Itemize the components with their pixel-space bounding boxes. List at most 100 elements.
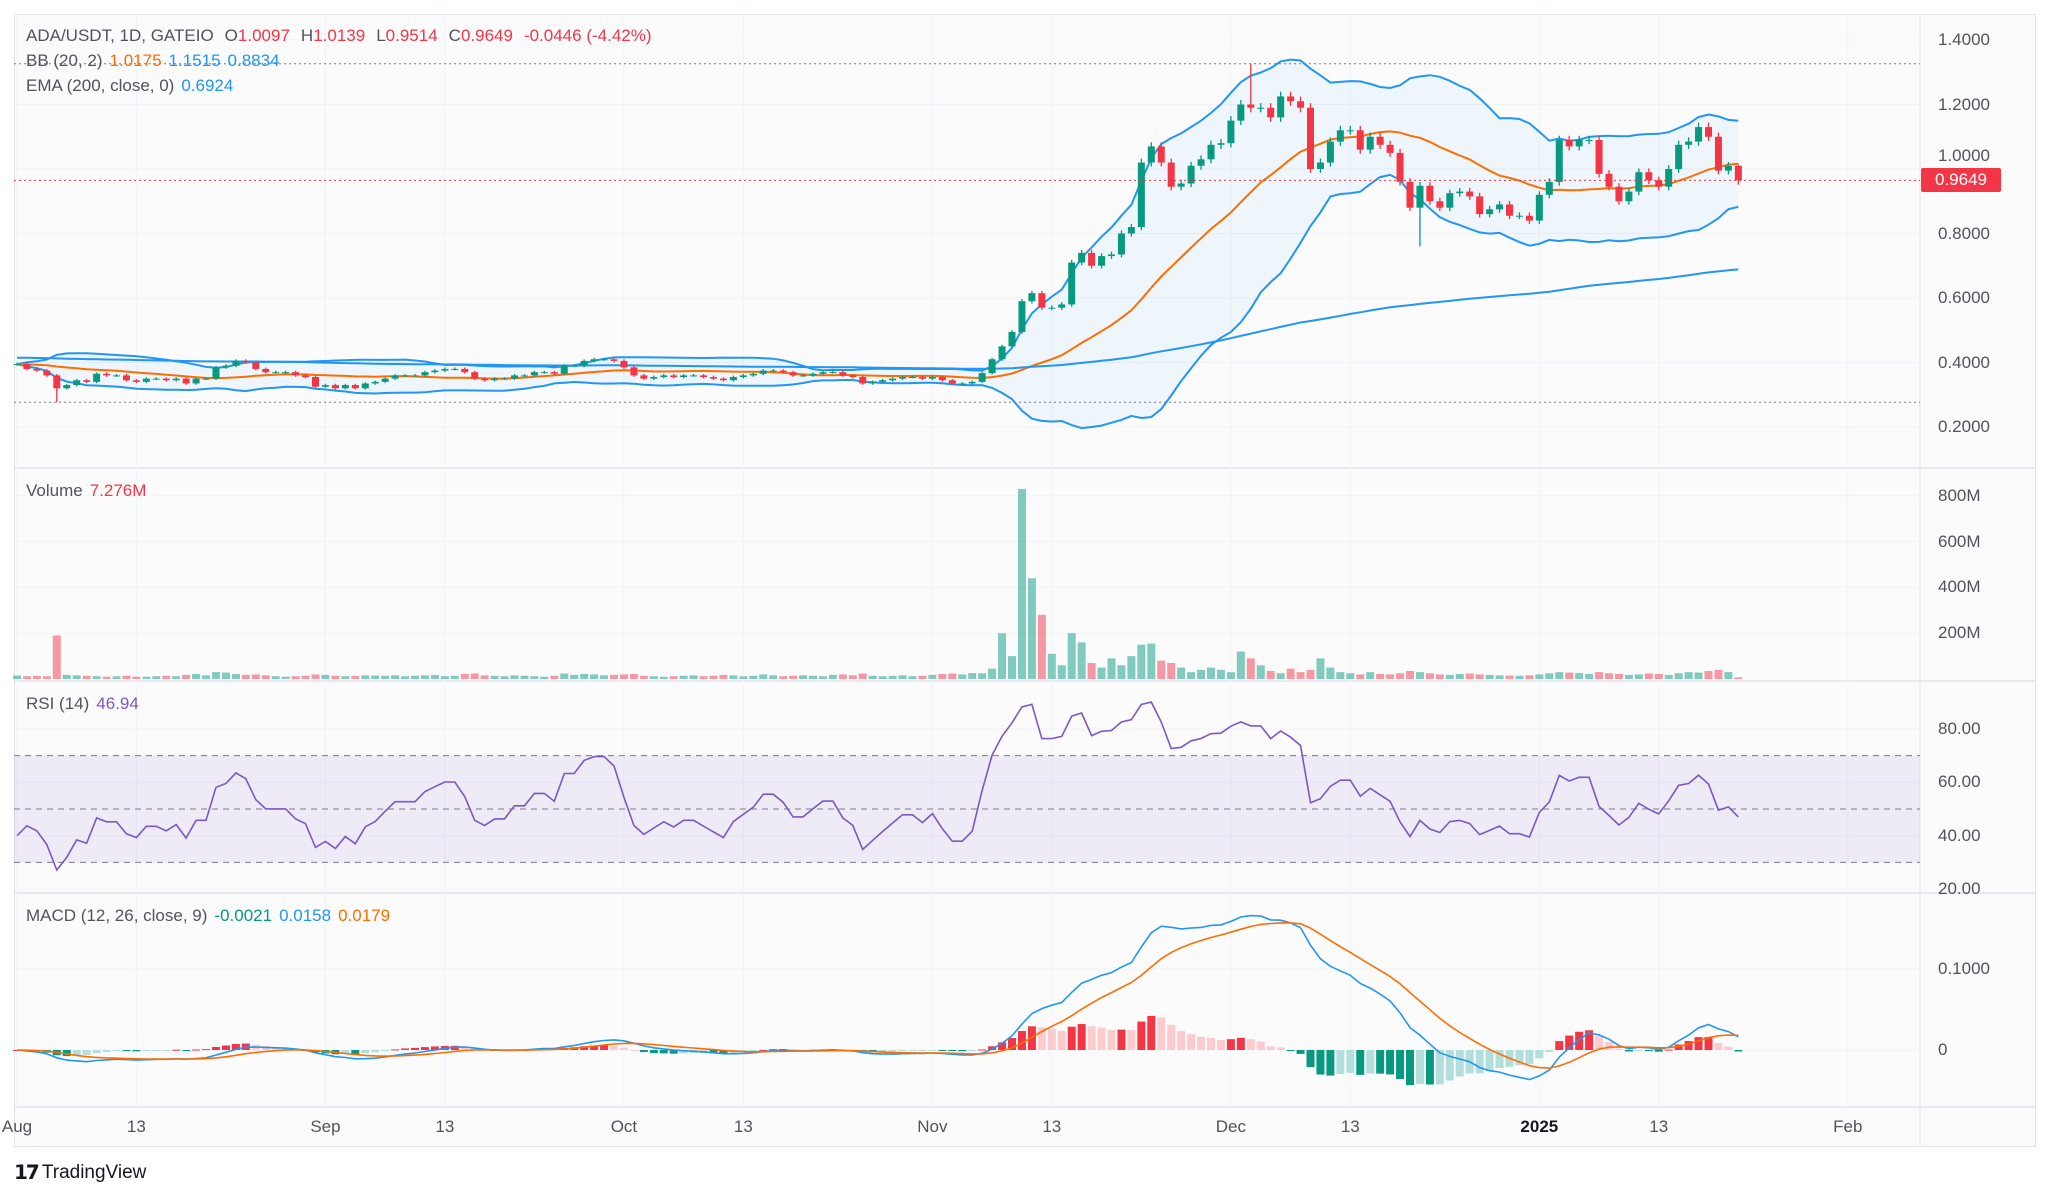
- volume-bar: [1614, 673, 1623, 679]
- candle-body: [1635, 172, 1643, 192]
- candle-body: [1575, 139, 1583, 147]
- volume-bar: [1216, 669, 1225, 679]
- macd-histogram-bar: [1435, 1050, 1444, 1085]
- macd-histogram-bar: [430, 1046, 439, 1050]
- candle-body: [958, 383, 966, 385]
- macd-histogram-bar: [958, 1050, 967, 1052]
- volume-bar: [948, 673, 957, 679]
- volume-bar: [1117, 665, 1126, 679]
- candle-body: [859, 377, 867, 384]
- candle-body: [1515, 215, 1523, 217]
- macd-histogram-bar: [162, 1050, 171, 1051]
- volume-tick-label: 400M: [1938, 577, 1981, 597]
- candle-body: [1685, 141, 1693, 145]
- macd-histogram-bar: [779, 1048, 788, 1050]
- candle-body: [1108, 254, 1115, 257]
- volume-bar: [779, 676, 788, 679]
- volume-bar: [749, 675, 758, 679]
- volume-bar: [1595, 672, 1604, 679]
- volume-bar: [838, 674, 847, 679]
- macd-tick-label: 0.1000: [1938, 959, 1990, 978]
- macd-histogram-bar: [1445, 1050, 1454, 1081]
- candle-body: [660, 375, 668, 378]
- rsi-tick-label: 40.00: [1938, 825, 1981, 845]
- macd-histogram-bar: [600, 1045, 609, 1050]
- macd-histogram-bar: [938, 1050, 947, 1051]
- chart-canvas[interactable]: [0, 0, 2036, 1147]
- volume-bar: [799, 675, 808, 679]
- candle-body: [33, 368, 41, 371]
- volume-bar: [351, 675, 360, 679]
- volume-bar: [868, 675, 877, 679]
- candle-body: [1346, 130, 1354, 132]
- macd-histogram-bar: [948, 1050, 957, 1051]
- candle-body: [1137, 162, 1145, 228]
- volume-legend[interactable]: Volume 7.276M: [26, 481, 153, 501]
- volume-bar: [1664, 674, 1673, 679]
- candle-body: [1237, 104, 1245, 121]
- macd-histogram-bar: [629, 1049, 638, 1051]
- volume-bar: [500, 676, 509, 679]
- rsi-value: 46.94: [96, 694, 139, 713]
- brand-logo[interactable]: 𝟭𝟳 TradingView: [14, 1160, 146, 1185]
- volume-bar: [231, 673, 240, 679]
- volume-bar: [470, 673, 479, 679]
- candle-body: [351, 385, 359, 389]
- candle-body: [1058, 304, 1066, 308]
- candle-body: [1187, 165, 1195, 184]
- candle-body: [1088, 252, 1096, 266]
- bb-legend[interactable]: BB (20, 2) 1.0175 1.1515 0.8834: [26, 51, 287, 71]
- macd-histogram-bar: [1236, 1037, 1245, 1050]
- macd-histogram-bar: [102, 1050, 111, 1052]
- volume-bar: [1087, 662, 1096, 679]
- macd-histogram-bar: [371, 1050, 380, 1053]
- volume-bar: [709, 675, 718, 679]
- macd-histogram-bar: [1366, 1050, 1375, 1074]
- symbol-title[interactable]: ADA/USDT, 1D, GATEIO: [26, 26, 214, 45]
- candle-body: [481, 378, 489, 381]
- candle-body: [650, 377, 658, 379]
- volume-bar: [1017, 488, 1026, 679]
- candle-body: [1018, 301, 1026, 332]
- candle-body: [152, 378, 160, 380]
- candle-body: [1247, 104, 1255, 108]
- candle-body: [192, 378, 200, 384]
- macd-histogram-bar: [1455, 1050, 1464, 1077]
- macd-tick-label: 0: [1938, 1040, 1948, 1059]
- macd-histogram-bar: [1167, 1024, 1176, 1050]
- candle-body: [948, 380, 956, 384]
- volume-bar: [1605, 673, 1613, 679]
- macd-histogram-bar: [1087, 1026, 1096, 1050]
- macd-histogram-bar: [1077, 1024, 1086, 1050]
- candle-body: [321, 385, 329, 387]
- candle-body: [988, 359, 996, 374]
- candle-body: [1436, 201, 1444, 208]
- chart-container[interactable]: ADA/USDT, 1D, GATEIO O1.0097 H1.0139 L0.951…: [0, 0, 2036, 1147]
- time-tick-label: 13: [126, 1117, 146, 1136]
- ema-legend[interactable]: EMA (200, close, 0) 0.6924: [26, 76, 240, 96]
- candle-body: [610, 359, 618, 361]
- candle-body: [451, 368, 459, 370]
- volume-bar: [1077, 642, 1086, 679]
- macd-histogram-bar: [1555, 1041, 1564, 1050]
- candle-body: [212, 367, 220, 379]
- volume-bar: [1545, 673, 1554, 679]
- volume-bar: [888, 675, 897, 679]
- price-tick-label: 0.6000: [1938, 288, 1990, 307]
- volume-bar: [251, 674, 260, 679]
- candle-body: [371, 381, 379, 384]
- macd-legend[interactable]: MACD (12, 26, close, 9) -0.0021 0.0158 0.01…: [26, 906, 397, 926]
- macd-histogram-bar: [978, 1049, 987, 1051]
- volume-bar: [1425, 673, 1434, 679]
- candle-body: [242, 360, 250, 363]
- volume-bar: [1107, 658, 1116, 679]
- macd-histogram-bar: [1664, 1049, 1673, 1051]
- candle-body: [1496, 204, 1504, 210]
- candle-body: [600, 359, 608, 361]
- macd-histogram-bar: [1047, 1028, 1056, 1050]
- volume-bar: [1286, 668, 1295, 679]
- macd-histogram-bar: [72, 1050, 81, 1056]
- volume-bar: [172, 676, 181, 679]
- rsi-legend[interactable]: RSI (14) 46.94: [26, 694, 146, 714]
- volume-bar: [1346, 673, 1355, 679]
